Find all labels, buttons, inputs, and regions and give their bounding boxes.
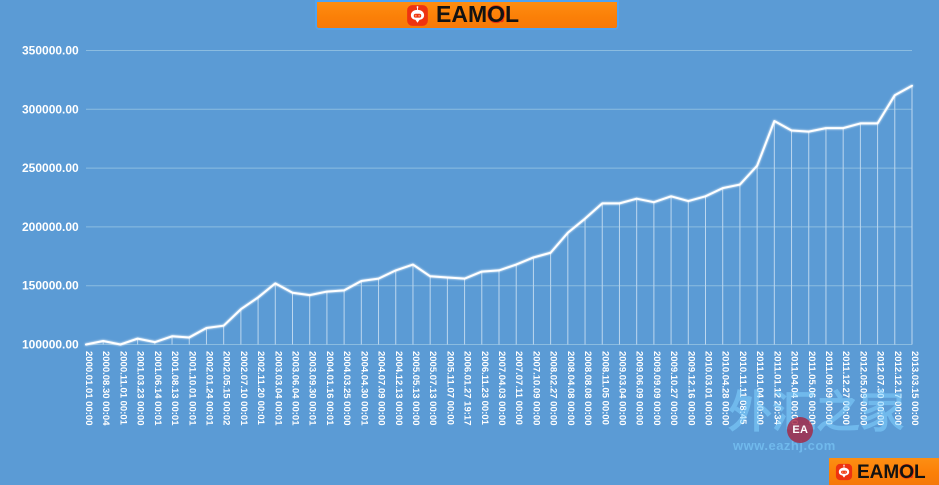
svg-text:2004.01.16 00:01: 2004.01.16 00:01 bbox=[324, 351, 335, 426]
svg-text:2007.07.11 00:00: 2007.07.11 00:00 bbox=[513, 351, 524, 425]
svg-text:2002.11.20 00:01: 2002.11.20 00:01 bbox=[255, 351, 266, 426]
svg-text:2009.06.09 00:00: 2009.06.09 00:00 bbox=[634, 351, 645, 425]
svg-text:2006.01.27 19:17: 2006.01.27 19:17 bbox=[462, 351, 473, 425]
svg-text:2000.08.30 00:04: 2000.08.30 00:04 bbox=[100, 351, 111, 426]
svg-text:100000.00: 100000.00 bbox=[22, 338, 79, 352]
svg-text:2005.05.13 00:00: 2005.05.13 00:00 bbox=[410, 351, 421, 425]
svg-text:2002.07.10 00:01: 2002.07.10 00:01 bbox=[238, 351, 249, 426]
svg-text:2009.03.04 00:00: 2009.03.04 00:00 bbox=[616, 351, 627, 425]
svg-text:L: L bbox=[505, 2, 519, 27]
svg-text:L: L bbox=[914, 461, 926, 482]
svg-text:200000.00: 200000.00 bbox=[22, 220, 79, 234]
svg-text:2001.08.13 00:01: 2001.08.13 00:01 bbox=[169, 351, 180, 426]
svg-text:250000.00: 250000.00 bbox=[22, 161, 79, 175]
svg-text:2005.11.07 00:00: 2005.11.07 00:00 bbox=[444, 351, 455, 425]
svg-text:EAM: EAM bbox=[857, 461, 899, 482]
svg-text:2008.02.27 00:00: 2008.02.27 00:00 bbox=[548, 351, 559, 425]
svg-text:2001.06.14 00:01: 2001.06.14 00:01 bbox=[152, 351, 163, 426]
svg-text:2002.01.24 00:01: 2002.01.24 00:01 bbox=[203, 351, 214, 426]
svg-text:300000.00: 300000.00 bbox=[22, 102, 79, 116]
svg-text:2001.10.01 00:01: 2001.10.01 00:01 bbox=[186, 351, 197, 426]
svg-text:2007.04.03 00:00: 2007.04.03 00:00 bbox=[496, 351, 507, 425]
svg-text:O: O bbox=[487, 2, 505, 27]
svg-text:2003.03.04 00:01: 2003.03.04 00:01 bbox=[272, 351, 283, 426]
svg-text:2009.09.09 00:00: 2009.09.09 00:00 bbox=[651, 351, 662, 425]
svg-text:2003.06.04 00:01: 2003.06.04 00:01 bbox=[290, 351, 301, 426]
svg-text:2005.07.13 00:00: 2005.07.13 00:00 bbox=[427, 351, 438, 425]
svg-text:O: O bbox=[899, 461, 914, 482]
svg-text:2008.08.08 00:00: 2008.08.08 00:00 bbox=[582, 351, 593, 425]
svg-text:2008.11.05 00:00: 2008.11.05 00:00 bbox=[599, 351, 610, 425]
svg-text:2002.05.15 00:02: 2002.05.15 00:02 bbox=[221, 351, 232, 425]
svg-text:2007.10.09 00:00: 2007.10.09 00:00 bbox=[530, 351, 541, 425]
svg-text:2010.03.01 00:00: 2010.03.01 00:00 bbox=[703, 351, 714, 425]
svg-text:150000.00: 150000.00 bbox=[22, 279, 79, 293]
svg-text:2006.11.23 00:01: 2006.11.23 00:01 bbox=[479, 351, 490, 426]
svg-text:2004.04.30 00:01: 2004.04.30 00:01 bbox=[358, 351, 369, 426]
svg-text:2000.01.01 00:00: 2000.01.01 00:00 bbox=[83, 351, 94, 425]
svg-text:2008.04.08 00:00: 2008.04.08 00:00 bbox=[565, 351, 576, 425]
svg-text:2009.10.27 00:00: 2009.10.27 00:00 bbox=[668, 351, 679, 425]
svg-text:2001.03.23 00:00: 2001.03.23 00:00 bbox=[135, 351, 146, 425]
svg-text:2009.12.16 00:00: 2009.12.16 00:00 bbox=[685, 351, 696, 425]
svg-text:2000.11.01 00:01: 2000.11.01 00:01 bbox=[117, 351, 128, 426]
svg-text:2004.07.09 00:00: 2004.07.09 00:00 bbox=[376, 351, 387, 425]
svg-text:350000.00: 350000.00 bbox=[22, 44, 79, 58]
svg-text:2004.03.25 00:00: 2004.03.25 00:00 bbox=[341, 351, 352, 425]
svg-text:EAM: EAM bbox=[436, 2, 487, 27]
svg-text:2003.09.30 00:01: 2003.09.30 00:01 bbox=[307, 351, 318, 426]
svg-text:2004.12.13 00:00: 2004.12.13 00:00 bbox=[393, 351, 404, 425]
